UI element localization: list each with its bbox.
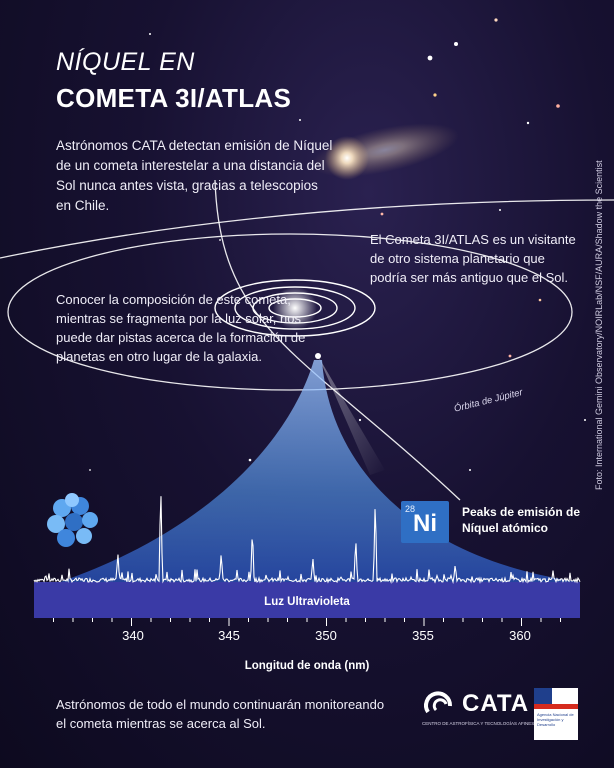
title-line-2: COMETA 3I/ATLAS: [56, 83, 292, 113]
closing-text: Astrónomos de todo el mundo continuarán …: [56, 697, 385, 731]
spectrum-chart: [33, 496, 581, 626]
cata-subtitle: CENTRO DE ASTROFÍSICA Y TECNOLOGÍAS AFIN…: [422, 721, 535, 726]
nickel-element-badge: 28 Ni: [401, 501, 449, 543]
atomic-number: 28: [405, 504, 416, 514]
uv-band-label: Luz Ultravioleta: [264, 596, 350, 608]
star-field: [89, 18, 586, 471]
nickel-atom-icon: [47, 493, 98, 547]
comet-tail: [318, 356, 385, 475]
peaks-label: Peaks de emisión de Níquel atómico: [462, 505, 581, 535]
photo-credit: Foto: International Gemini Observatory/N…: [594, 160, 604, 490]
x-tick-label: 350: [315, 628, 337, 643]
cata-logo-icon: [424, 691, 452, 714]
anid-logo: Agencia Nacional de Investigación y Desa…: [534, 688, 578, 740]
x-axis-label: Longitud de onda (nm): [244, 660, 370, 672]
x-tick-label: 355: [412, 628, 434, 643]
title-line-1: NÍQUEL EN: [56, 48, 195, 76]
composition-text: Conocer la composición de este cometa, m…: [56, 292, 306, 364]
anid-text: Agencia Nacional de Investigación y Desa…: [537, 712, 574, 727]
comet-trajectory: [214, 179, 461, 501]
emission-spectrum-line: [33, 496, 581, 585]
trajectory-arc: [0, 199, 614, 259]
x-tick-label: 360: [509, 628, 531, 643]
sun-icon: [273, 286, 317, 330]
visitor-text: El Cometa 3I/ATLAS es un visitante de ot…: [370, 232, 576, 285]
x-tick-label: 345: [218, 628, 240, 643]
x-tick-label: 340: [122, 628, 144, 643]
jupiter-orbit: [7, 233, 573, 391]
cata-logo: CATA: [462, 690, 530, 717]
comet-nucleus-icon: [315, 353, 321, 359]
comet-photo: [311, 123, 459, 180]
element-symbol: Ni: [413, 510, 437, 537]
uv-band: [34, 582, 580, 618]
intro-text: Astrónomos CATA detectan emisión de Níqu…: [56, 138, 333, 213]
light-beam: [60, 360, 580, 582]
